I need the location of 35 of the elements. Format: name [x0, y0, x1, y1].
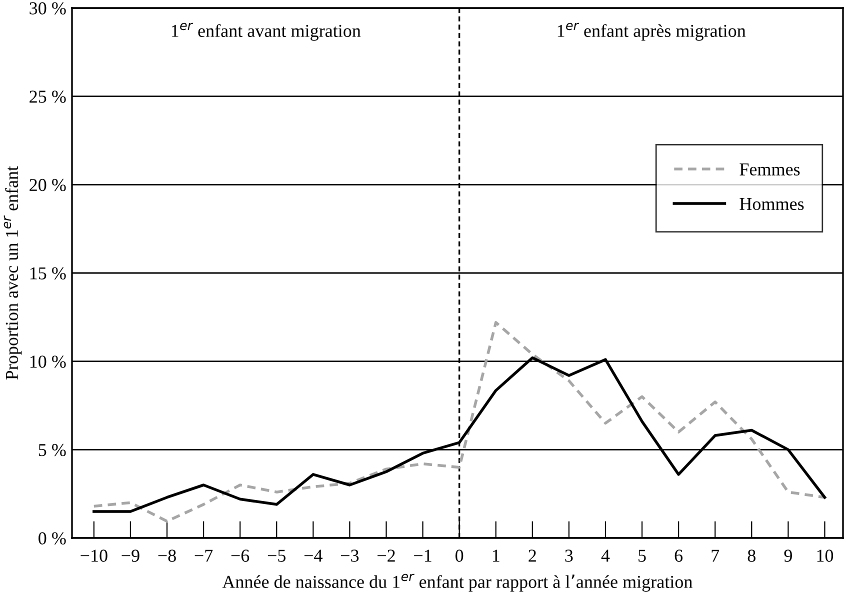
x-tick-label: −9 [122, 550, 140, 562]
x-tick-label: −8 [158, 550, 176, 562]
x-tick-label: −3 [341, 550, 359, 562]
y-axis-title: Proportion avec un 1$^{er}$ enfant [4, 166, 22, 380]
x-tick-label: −10 [80, 550, 108, 562]
x-tick-label: 0 [456, 550, 464, 562]
x-tick-label: 8 [748, 550, 756, 562]
y-tick-label: 20 % [30, 178, 66, 192]
x-tick-label: −1 [414, 550, 432, 562]
y-tick-label: 30 % [30, 2, 66, 14]
x-tick-label: −4 [304, 550, 322, 562]
annotation: 1$^{er}$ enfant avant migration [172, 22, 361, 41]
legend-label: Hommes [740, 198, 804, 210]
x-tick-label: −7 [194, 550, 213, 562]
x-tick-label: 5 [638, 550, 646, 562]
y-tick-label: 5 % [38, 444, 66, 456]
x-tick-label: 6 [674, 550, 683, 562]
x-axis-title: Année de naissance du 1$^{er}$ enfant par rapport à l’année migration [222, 574, 692, 592]
legend-label: Femmes [740, 164, 800, 176]
x-tick-label: 7 [712, 550, 720, 562]
x-tick-label: −2 [378, 550, 395, 562]
x-tick-label: −5 [268, 550, 286, 562]
x-tick-label: 4 [601, 550, 610, 562]
x-tick-label: −6 [231, 550, 250, 562]
x-tick-label: 9 [784, 550, 792, 562]
x-tick-label: 3 [565, 550, 573, 562]
x-tick-label: 10 [817, 550, 834, 562]
y-tick-label: 15 % [30, 267, 66, 280]
line-series [92, 321, 826, 523]
y-tick-label: 25 % [30, 90, 66, 103]
annotation: 1$^{er}$ enfant après migration [558, 22, 746, 41]
y-tick-label: 0 % [38, 532, 66, 544]
y-tick-label: 10 % [30, 356, 66, 368]
x-tick-label: 2 [528, 550, 536, 562]
x-tick-label: 1 [492, 550, 500, 562]
